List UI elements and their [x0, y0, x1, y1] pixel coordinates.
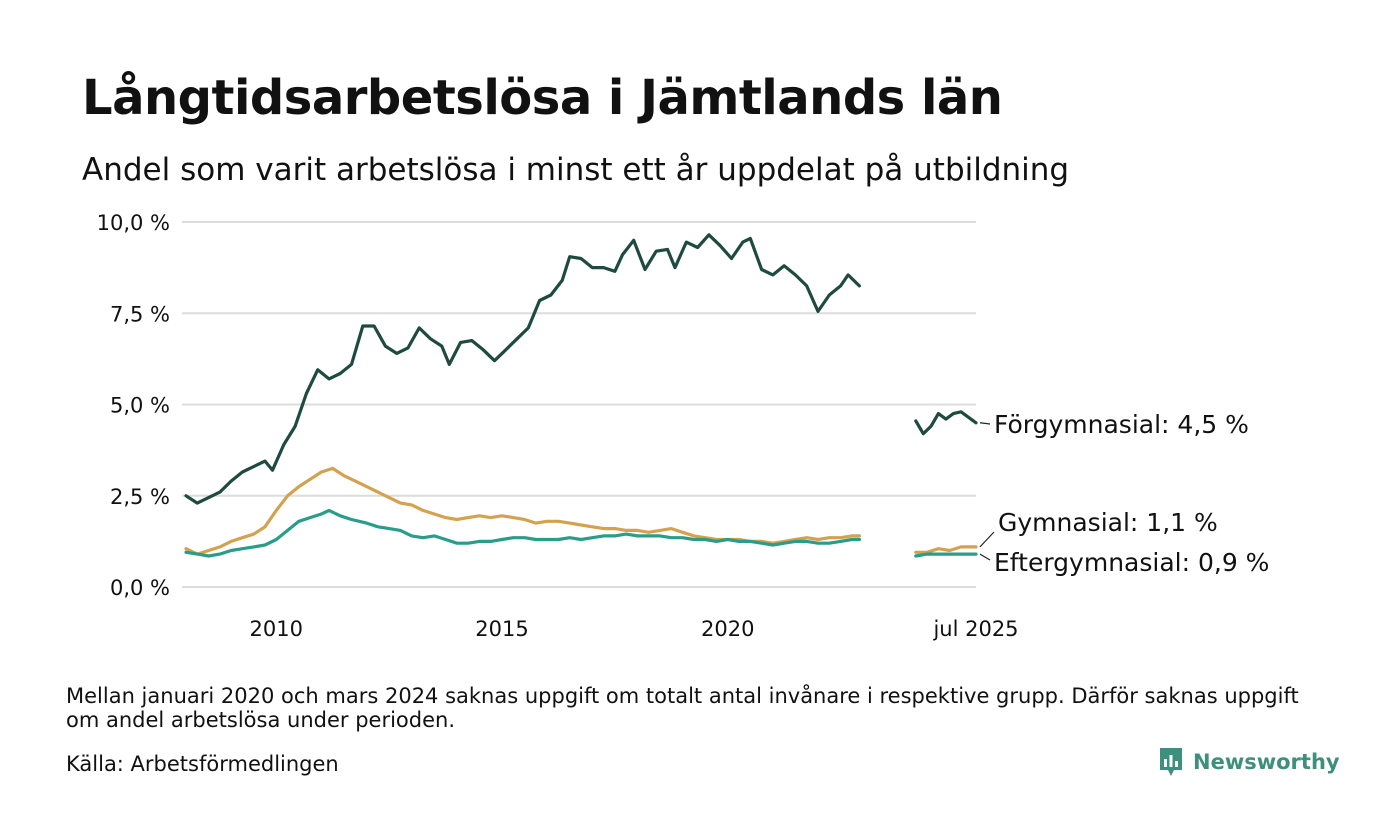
- y-tick-label: 0,0 %: [110, 576, 170, 600]
- series-line-eftergymnasial: [914, 552, 978, 558]
- x-axis-tick-labels: 2010 2015 2020 jul 2025: [250, 617, 1019, 641]
- source-credit: Källa: Arbetsförmedlingen: [66, 752, 339, 776]
- chart-title: Långtidsarbetslösa i Jämtlands län: [82, 70, 1003, 126]
- y-tick-label: 7,5 %: [110, 302, 170, 326]
- newsworthy-logo[interactable]: Newsworthy: [1158, 746, 1340, 778]
- label-leader-line: [979, 531, 995, 548]
- series-end-label-gymnasial: Gymnasial: 1,1 %: [998, 508, 1218, 537]
- y-axis-tick-labels: 0,0 % 2,5 % 5,0 % 7,5 % 10,0 %: [97, 211, 170, 600]
- series-end-label-förgymnasial: Förgymnasial: 4,5 %: [994, 410, 1249, 439]
- x-tick-label: 2010: [250, 617, 303, 641]
- label-leader-line: [979, 422, 991, 425]
- chart-subtitle: Andel som varit arbetslösa i minst ett å…: [82, 152, 1070, 188]
- series-line-gymnasial: [914, 545, 978, 554]
- y-tick-label: 5,0 %: [110, 394, 170, 418]
- x-tick-label: 2020: [701, 617, 754, 641]
- label-leader-line: [979, 553, 991, 561]
- footnote: Mellan januari 2020 och mars 2024 saknas…: [66, 684, 1299, 732]
- brand-name: Newsworthy: [1193, 750, 1340, 774]
- series-lines: [184, 233, 978, 558]
- newsworthy-chart-logo-icon: [1160, 748, 1182, 776]
- x-tick-label: 2015: [475, 617, 528, 641]
- series-labels: Förgymnasial: 4,5 % Gymnasial: 1,1 % Efter…: [979, 410, 1269, 577]
- y-tick-label: 10,0 %: [97, 211, 170, 235]
- series-line-eftergymnasial: [184, 508, 861, 558]
- series-end-label-eftergymnasial: Eftergymnasial: 0,9 %: [994, 548, 1269, 577]
- gridlines: [182, 221, 976, 588]
- series-line-förgymnasial: [184, 233, 861, 505]
- y-tick-label: 2,5 %: [110, 485, 170, 509]
- series-line-förgymnasial: [914, 410, 978, 436]
- line-chart: 0,0 % 2,5 % 5,0 % 7,5 % 10,0 % 2010 2015 2020 j…: [97, 211, 1270, 641]
- x-tick-label: jul 2025: [932, 617, 1018, 641]
